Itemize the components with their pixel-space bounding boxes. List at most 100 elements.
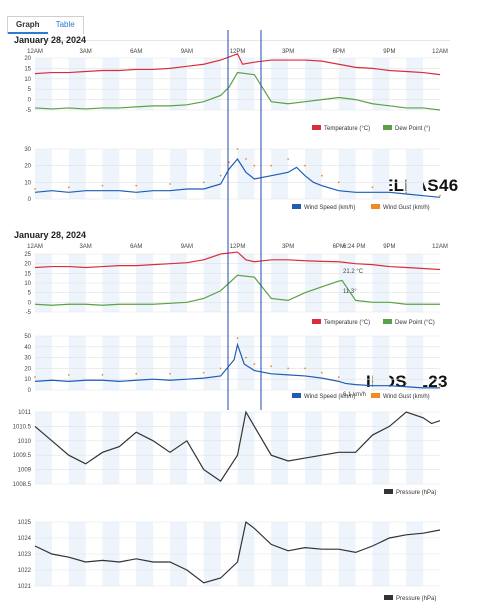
x-tick-label: 9PM [383,244,395,250]
x-tick-label: 12AM [432,49,448,55]
wind-readout: 6.1 km/h [343,392,366,398]
hour-band [170,149,187,199]
gust-point [101,373,104,376]
dewpoint-readout: 11.3° [343,289,357,295]
y-tick-label: 1009.5 [13,453,32,459]
hour-band [406,58,424,110]
chart-pressure-1: 1011 1010.5 1010 1009.5 1009 1008.5 Pressure (… [13,410,441,496]
hour-band [136,336,154,390]
gust-point [169,183,171,185]
x-tick-label: 9PM [383,49,395,55]
gust-point [245,158,247,160]
legend-label: Pressure (hPa) [396,490,436,496]
y-tick-label: 1023 [18,552,32,558]
x-tick-label: 3AM [79,244,91,250]
x-tick-label: 9AM [181,244,193,250]
gust-point [439,384,441,387]
hour-band [203,412,221,484]
hour-band [136,58,154,110]
y-tick-label: 1011 [18,410,32,416]
y-tick-label: 15 [24,271,31,277]
x-tick-label: 9AM [181,49,193,55]
legend-swatch [384,489,393,494]
legend-swatch [371,204,380,209]
y-tick-label: 30 [24,356,31,362]
chart-1-temperature-dewpoint: 20 15 10 5 0 -5 12AM 3AM 6AM 9AM 12PM 3PM 6PM 9PM 12AM… [24,49,448,132]
chart-pressure-2: 1025 1024 1023 1022 1021 Pressure (hPa) [18,520,441,602]
hour-band [372,58,390,110]
y-tick-label: 15 [24,66,31,72]
legend-swatch [383,319,392,324]
gust-point [236,148,239,150]
y-tick-label: -5 [26,310,32,316]
y-tick-label: 1024 [18,536,32,542]
hour-band [170,58,187,110]
hour-band [170,336,187,390]
y-tick-label: 1010.5 [13,424,32,430]
x-tick-label: 12PM [230,49,246,55]
y-tick-label: 1022 [18,568,32,574]
x-tick-label: 6AM [130,244,142,250]
x-tick-label: 12PM [230,244,246,250]
hour-band [102,149,120,199]
view-tabs: Graph Table [7,16,84,34]
gust-point [371,186,374,189]
gust-point [253,164,256,167]
gust-point [34,376,36,378]
gust-point [253,363,256,365]
tab-table[interactable]: Table [55,20,75,29]
legend-swatch [292,393,301,398]
legend-label: Dew Point (°C) [395,320,435,326]
gust-point [135,184,138,187]
gust-point [371,380,374,383]
chart-1-wind: 30 20 10 0 Wind Speed (km/h) Wind Gust (km/h) [24,147,441,211]
hour-band [170,412,187,484]
hour-band [136,412,154,484]
gust-point [287,158,290,160]
gust-point [219,367,222,370]
gust-point [304,367,306,370]
y-tick-label: 10 [24,180,31,186]
hour-band [35,149,52,199]
station-1-date: January 28, 2024 [14,35,87,45]
gust-point [34,188,36,190]
x-tick-label: 6PM [333,244,345,250]
temperature-readout: 21.2 °C [343,269,364,275]
hour-band [271,58,289,110]
hour-band [68,149,86,199]
station-2-date: January 28, 2024 [14,230,87,240]
gust-point [245,356,247,359]
hour-band [406,149,424,199]
hour-band [68,412,86,484]
series-line [34,520,441,584]
tab-graph[interactable]: Graph [8,17,48,34]
gust-point [439,194,441,197]
hour-band [406,336,424,390]
hour-band [237,58,255,110]
x-tick-label: 6PM [333,49,345,55]
hour-band [338,336,356,390]
gust-point [135,372,138,375]
y-tick-label: 1008.5 [13,482,32,488]
hour-band [338,58,356,110]
gust-point [405,382,408,385]
y-tick-label: 0 [28,98,32,104]
y-tick-label: -5 [26,108,32,114]
gust-point [270,164,273,167]
hour-band [372,412,390,484]
x-tick-label: 3AM [79,49,91,55]
y-tick-label: 5 [28,291,32,297]
gust-point [270,365,273,368]
hour-band [102,336,120,390]
tab-divider [20,40,450,41]
x-tick-label: 12AM [27,244,43,250]
y-tick-label: 25 [24,252,31,258]
legend-label: Temperature (°C) [324,126,370,132]
x-tick-label: 12AM [27,49,43,55]
y-tick-label: 10 [24,281,31,287]
legend-label: Wind Gust (km/h) [383,205,430,211]
y-tick-label: 10 [24,77,31,83]
series-line [34,410,441,482]
hour-band [203,149,221,199]
